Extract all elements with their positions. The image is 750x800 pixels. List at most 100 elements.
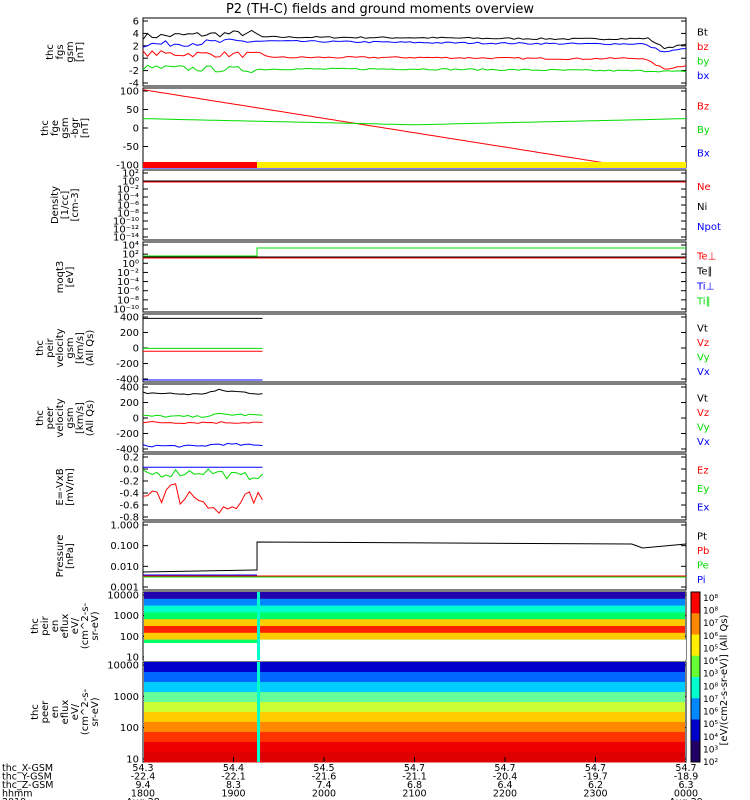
series-Ey [142, 468, 263, 481]
transition-line [257, 662, 261, 762]
series-by [142, 38, 687, 53]
y-tick-label: 0 [133, 414, 139, 425]
y-tick-label: 0 [133, 124, 139, 135]
colorbar-segment [691, 677, 700, 699]
y-axis-label: [mV/m] [65, 468, 76, 506]
colorbar-frame [690, 591, 701, 763]
colorbar-tick: 10⁸ [703, 607, 718, 617]
x-tick-label: Aug 29 [669, 797, 703, 800]
legend-label: bx [697, 71, 709, 82]
legend-label: Vy [697, 422, 710, 433]
series-Pt [142, 541, 687, 573]
spectrogram-band [144, 619, 685, 627]
x-tick-label: Aug 28 [126, 797, 160, 800]
y-axis-label: thc [30, 704, 41, 720]
series-Ti [143, 247, 686, 257]
y-axis-label: moqt3 [55, 261, 66, 294]
colorbar-segment [691, 655, 700, 678]
panel-peer_eflux: 10000 1000 100 10 thc peer en eflux eV/(cm^2-s-s… [30, 661, 687, 766]
x-tick-label: 2100 [402, 789, 426, 800]
x-tick-label: 54.5 [313, 763, 334, 774]
y-tick-label: 10000 [107, 591, 139, 602]
y-axis-label: fgs [55, 44, 66, 59]
legend-label: Pe [697, 560, 709, 571]
y-tick-label: 1000 [114, 611, 139, 622]
colorbar-segment [691, 698, 700, 720]
series-Bt [142, 29, 687, 50]
spectrogram-band [144, 632, 685, 641]
y-tick-label: 10⁻¹⁰ [113, 305, 139, 316]
x-tick-label: -18.9 [674, 772, 699, 783]
x-tick-label: 54.3 [132, 763, 153, 774]
series-Vt [142, 388, 263, 396]
x-tick-label: -20.4 [493, 772, 518, 783]
y-tick-label: 10⁻⁸ [117, 209, 139, 220]
y-axis-label: [km/s] [75, 402, 86, 434]
y-tick-label: 1.000 [110, 521, 139, 532]
panel-frame [142, 87, 687, 169]
y-tick-label: 10⁰ [122, 177, 139, 188]
y-tick-label: -4 [129, 79, 139, 90]
legend-label: bz [697, 42, 709, 53]
y-axis-label: gsm [65, 41, 76, 62]
y-axis-label: thc [35, 340, 46, 356]
x-tick-label: 54.7 [404, 763, 425, 774]
series-bz [142, 50, 687, 70]
y-tick-label: 0.010 [110, 562, 139, 573]
y-axis-label: velocity [55, 328, 66, 367]
y-axis-label: fge [50, 120, 61, 136]
legend-label: Bz [697, 102, 709, 113]
x-tick-label: -22.4 [131, 772, 156, 783]
y-axis-label: peir [45, 337, 56, 357]
x-tick-label: -21.6 [312, 772, 337, 783]
spectrogram-band [144, 672, 685, 683]
x-tick-label: 8.3 [226, 780, 241, 791]
spectrogram-band [144, 692, 685, 703]
colorbar-tick: 10⁵ [703, 644, 718, 654]
y-tick-label: 10 [126, 755, 139, 766]
colorbar-tick: 10² [703, 758, 718, 768]
series-Vx [142, 442, 263, 448]
legend-label: Te⊥ [696, 252, 716, 263]
y-axis-label: [eV] [65, 267, 76, 288]
y-tick-label: 10⁻¹⁰ [113, 217, 139, 228]
y-tick-label: 200 [120, 398, 139, 409]
x-tick-label: 0000 [674, 789, 698, 800]
spectrogram-band [144, 682, 685, 693]
series-Bz [142, 89, 686, 166]
y-axis-label: peir [40, 615, 51, 635]
series-Vz [142, 420, 263, 425]
x-tick-label: 1900 [221, 789, 245, 800]
x-tick-label: 6.3 [678, 780, 693, 791]
data-gap [144, 643, 259, 660]
y-axis-label: sr-eV) [90, 697, 101, 726]
y-axis-label: E=-VxB [55, 468, 66, 505]
x-tick-label: -19.7 [583, 772, 608, 783]
plot-title: P2 (TH-C) fields and ground moments over… [226, 2, 534, 17]
spectrogram-band [144, 592, 685, 600]
colorbar-tick: 10⁸ [703, 682, 718, 692]
x-tick-label: 9.4 [135, 780, 150, 791]
x-tick-label: 6.4 [497, 780, 512, 791]
colorbar-tick: 10³ [703, 670, 718, 680]
legend-label: Ez [697, 465, 709, 476]
y-tick-label: 0.001 [110, 583, 139, 594]
y-axis-label: sr-eV) [90, 611, 101, 640]
panel-frame [142, 241, 687, 313]
x-tick-label: 1800 [131, 789, 155, 800]
series-Ez [142, 483, 263, 514]
y-tick-label: 10 [126, 653, 139, 664]
y-axis-label: (All Qs) [85, 400, 96, 437]
y-tick-label: -400 [116, 445, 139, 456]
legend-label: Vx [697, 367, 710, 378]
x-tick-label: -22.1 [221, 772, 246, 783]
colorbar-tick: 10⁷ [703, 619, 718, 629]
y-tick-label: 100 [120, 87, 139, 98]
y-axis-label: Pressure [55, 535, 66, 578]
transition-line [257, 592, 261, 660]
legend-label: by [697, 56, 709, 67]
x-tick-label: 54.4 [223, 763, 244, 774]
